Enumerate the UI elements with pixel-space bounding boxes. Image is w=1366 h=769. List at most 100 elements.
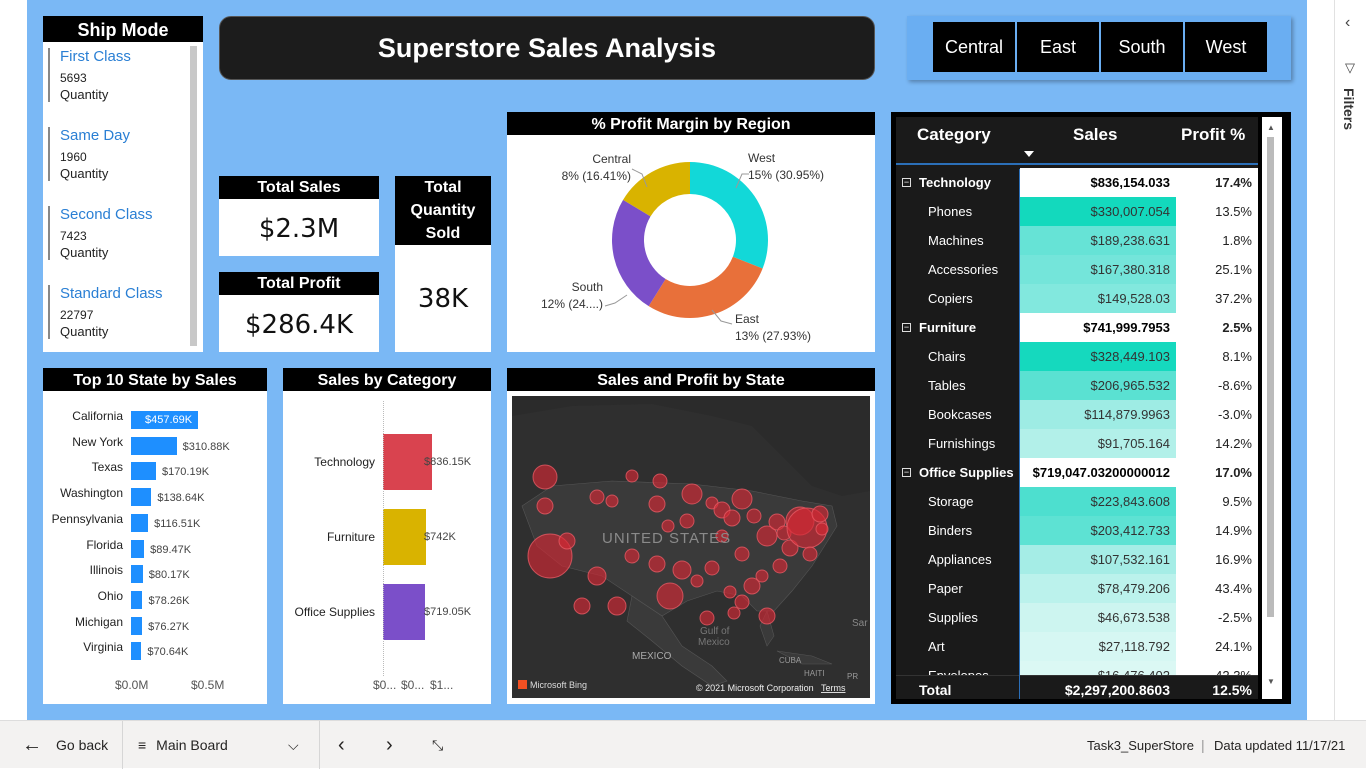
state-bubble[interactable] — [715, 529, 729, 543]
matrix-row[interactable]: Tables $206,965.532 -8.6% — [896, 371, 1258, 400]
filters-pane-label[interactable]: Filters — [1341, 88, 1357, 131]
donut-slice-south[interactable] — [612, 199, 666, 307]
matrix-row[interactable]: Furnishings $91,705.164 14.2% — [896, 429, 1258, 458]
state-map[interactable]: UNITED STATES Gulf of Mexico MEXICO CUBA… — [512, 396, 870, 698]
state-bubble[interactable] — [755, 569, 769, 583]
state-bubble[interactable] — [746, 508, 762, 524]
state-bar[interactable] — [131, 539, 145, 558]
ship-item-first-class[interactable]: First Class 5693 Quantity — [48, 48, 178, 102]
state-bubble[interactable] — [625, 469, 639, 483]
matrix-row[interactable]: Paper $78,479.206 43.4% — [896, 574, 1258, 603]
collapse-icon[interactable]: − — [902, 177, 911, 187]
state-bubble[interactable] — [772, 558, 788, 574]
matrix-scrollbar[interactable]: ▲ ▼ — [1262, 117, 1282, 699]
matrix-row[interactable]: Appliances $107,532.161 16.9% — [896, 545, 1258, 574]
ship-item-standard-class[interactable]: Standard Class 22797 Quantity — [48, 285, 178, 339]
region-button-south[interactable]: South — [1101, 22, 1183, 72]
ship-item-second-class[interactable]: Second Class 7423 Quantity — [48, 206, 178, 260]
previous-page-button[interactable]: ‹ — [338, 721, 345, 769]
funnel-icon[interactable]: ▽ — [1345, 60, 1355, 75]
state-bubble[interactable] — [679, 513, 695, 529]
collapse-icon[interactable]: − — [902, 467, 911, 477]
state-bubble[interactable] — [704, 560, 720, 576]
matrix-row[interactable]: Machines $189,238.631 1.8% — [896, 226, 1258, 255]
donut-slice-central[interactable] — [623, 162, 690, 217]
matrix-scroll-thumb[interactable] — [1267, 137, 1274, 617]
state-bubble[interactable] — [607, 596, 627, 616]
state-bubble[interactable] — [624, 548, 640, 564]
state-bubble[interactable] — [815, 522, 829, 536]
ship-mode-list[interactable]: First Class 5693 Quantity Same Day 1960 … — [43, 42, 203, 352]
matrix-row[interactable]: Phones $330,007.054 13.5% — [896, 197, 1258, 226]
state-bar[interactable] — [131, 488, 152, 507]
state-bar[interactable] — [131, 590, 143, 609]
donut-slice-east[interactable] — [648, 256, 763, 318]
state-bubble[interactable] — [690, 574, 704, 588]
state-bubble[interactable] — [723, 509, 741, 527]
state-bubble[interactable] — [734, 546, 750, 562]
state-bar[interactable] — [131, 642, 142, 661]
matrix-group-row[interactable]: − Technology $836,154.033 17.4% — [896, 168, 1258, 197]
ship-item-same-day[interactable]: Same Day 1960 Quantity — [48, 127, 178, 181]
state-bubble[interactable] — [536, 497, 554, 515]
page-selector[interactable]: ≡ Main Board ⌵ — [138, 721, 308, 769]
matrix-row[interactable]: Copiers $149,528.03 37.2% — [896, 284, 1258, 313]
category-bar[interactable] — [383, 509, 427, 565]
state-bar[interactable] — [131, 565, 143, 584]
region-button-west[interactable]: West — [1185, 22, 1267, 72]
state-bubble[interactable] — [648, 555, 666, 573]
matrix-header-profit[interactable]: Profit % — [1181, 125, 1246, 144]
state-bubble[interactable] — [587, 566, 607, 586]
state-bar[interactable] — [131, 616, 143, 635]
state-bar[interactable] — [131, 436, 177, 455]
matrix-header-category[interactable]: Category — [917, 125, 991, 144]
state-bubble[interactable] — [768, 513, 786, 531]
state-bubble[interactable] — [532, 464, 558, 490]
ship-mode-scrollbar[interactable] — [190, 46, 197, 346]
state-bar[interactable] — [131, 462, 156, 481]
region-button-central[interactable]: Central — [933, 22, 1015, 72]
donut-slice-west[interactable] — [690, 162, 768, 269]
matrix-row[interactable]: Storage $223,843.608 9.5% — [896, 487, 1258, 516]
state-bubble[interactable] — [605, 494, 619, 508]
state-bubble[interactable] — [681, 483, 703, 505]
collapse-button[interactable]: ⤡ — [432, 721, 443, 769]
region-button-east[interactable]: East — [1017, 22, 1099, 72]
chevron-left-icon[interactable]: ‹ — [1345, 14, 1351, 31]
state-bubble[interactable] — [743, 577, 761, 595]
matrix-group-row[interactable]: − Furniture $741,999.7953 2.5% — [896, 313, 1258, 342]
next-page-button[interactable]: › — [386, 721, 393, 769]
sort-desc-icon[interactable] — [1024, 151, 1034, 157]
matrix-row[interactable]: Binders $203,412.733 14.9% — [896, 516, 1258, 545]
state-bubble[interactable] — [758, 607, 776, 625]
matrix-row[interactable]: Accessories $167,380.318 25.1% — [896, 255, 1258, 284]
state-bubble[interactable] — [731, 488, 753, 510]
state-bubble[interactable] — [723, 585, 737, 599]
scroll-down-icon[interactable]: ▼ — [1267, 677, 1275, 686]
matrix-group-row[interactable]: − Office Supplies $719,047.03200000012 17.0… — [896, 458, 1258, 487]
collapse-icon[interactable]: − — [902, 322, 911, 332]
state-bubble[interactable] — [802, 546, 818, 562]
state-bubble[interactable] — [573, 597, 591, 615]
matrix-row[interactable]: Supplies $46,673.538 -2.5% — [896, 603, 1258, 632]
state-bar[interactable] — [131, 411, 199, 429]
state-bubble[interactable] — [727, 606, 741, 620]
state-bubble[interactable] — [672, 560, 692, 580]
state-bar[interactable] — [131, 513, 149, 532]
state-bubble[interactable] — [589, 489, 605, 505]
matrix-row[interactable]: Envelopes $16,476.402 42.3% — [896, 661, 1258, 678]
state-bubble[interactable] — [734, 594, 750, 610]
matrix-row[interactable]: Art $27,118.792 24.1% — [896, 632, 1258, 661]
matrix-row[interactable]: Bookcases $114,879.9963 -3.0% — [896, 400, 1258, 429]
state-bubble[interactable] — [811, 505, 829, 523]
matrix-header-sales[interactable]: Sales — [1073, 125, 1118, 144]
state-bubble[interactable] — [781, 539, 799, 557]
category-bar[interactable] — [383, 434, 432, 490]
state-bubble[interactable] — [699, 610, 715, 626]
state-bubble[interactable] — [756, 525, 778, 547]
state-bubble[interactable] — [648, 495, 666, 513]
matrix-row[interactable]: Chairs $328,449.103 8.1% — [896, 342, 1258, 371]
go-back-button[interactable]: ← Go back — [22, 721, 108, 769]
state-bubble[interactable] — [652, 473, 668, 489]
state-bubble[interactable] — [661, 519, 675, 533]
